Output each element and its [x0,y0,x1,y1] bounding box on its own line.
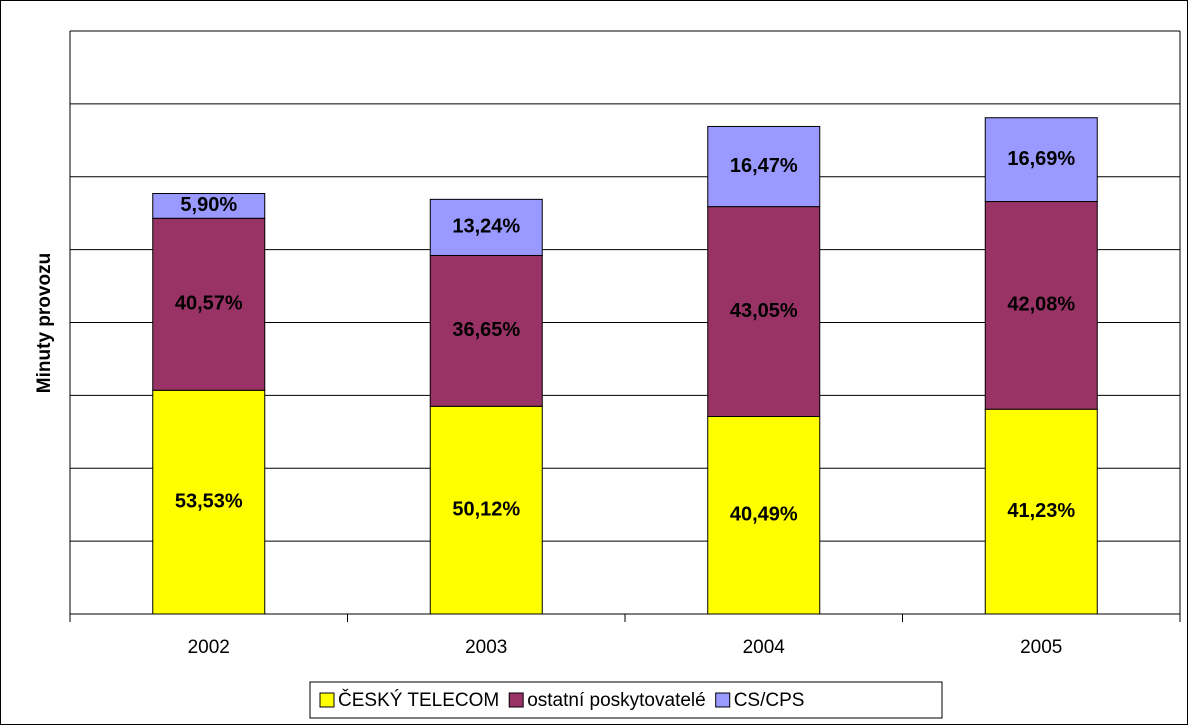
data-label: 50,12% [452,498,520,520]
x-tick-label: 2005 [1020,637,1062,658]
x-tick-label: 2004 [743,637,786,658]
bar-segment [429,254,543,407]
data-label: 43,05% [730,300,798,322]
bar-segment [984,117,1098,203]
bar-segment [429,198,543,256]
x-tick-label: 2003 [465,637,507,658]
legend-swatch [508,692,524,708]
data-label: 53,53% [175,490,243,512]
legend-label: ČESKÝ TELECOM [338,689,499,711]
y-axis-label: Minuty provozu [34,253,55,393]
data-label: 36,65% [452,319,520,341]
data-label: 16,69% [1007,148,1075,170]
data-label: 40,57% [175,293,243,315]
data-label: 13,24% [452,216,520,238]
legend-swatch [715,692,731,708]
data-label: 5,90% [180,194,237,216]
x-tick-label: 2002 [188,637,230,658]
bar-segment [429,405,543,615]
data-label: 40,49% [730,504,798,526]
legend-label: ostatní poskytovatelé [527,690,706,711]
legend-box [309,681,943,719]
bar-segment [984,201,1098,410]
data-label: 41,23% [1007,500,1075,522]
data-label: 16,47% [730,155,798,177]
bar-segment [152,217,266,391]
data-label: 42,08% [1007,294,1075,316]
bar-segment [707,125,821,208]
bar-segment [707,416,821,615]
legend-label: CS/CPS [734,690,805,711]
bar-segment [707,206,821,418]
bar-segment [152,193,266,219]
bar-segment [152,389,266,615]
legend-swatch [319,692,335,708]
bar-segment [984,408,1098,615]
